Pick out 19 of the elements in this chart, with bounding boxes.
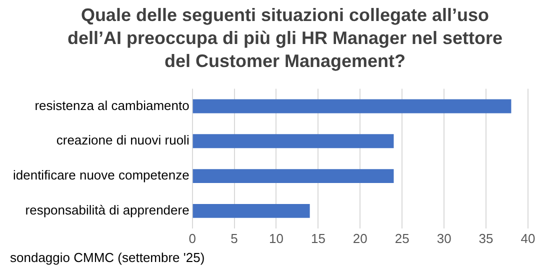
y-tick-label: resistenza al cambiamento — [34, 98, 190, 113]
x-tick-label: 10 — [269, 230, 284, 246]
y-tick-label: responsabilità di apprendere — [25, 202, 190, 218]
x-tick-label: 5 — [230, 230, 238, 246]
chart-title: Quale delle seguenti situazioni collegate all’uso dell’AI preoccupa di più gli HR Manager nel settore del Customer Management? — [66, 4, 504, 73]
bar — [192, 99, 512, 114]
bar — [192, 169, 394, 184]
x-tick-label: 20 — [352, 230, 368, 246]
bar — [192, 134, 394, 148]
text: sondaggio CMMC (settembre '25) — [10, 250, 205, 265]
y-tick-label: creazione di nuovi ruoli — [56, 132, 190, 148]
x-tick-label: 35 — [478, 230, 494, 246]
bar — [192, 204, 310, 218]
x-tick-label: 30 — [436, 230, 452, 246]
x-tick-label: 25 — [394, 230, 410, 246]
x-tick-label: 40 — [520, 230, 536, 246]
y-tick-label: identificare nuove competenze — [12, 168, 190, 183]
x-tick-label: 15 — [310, 230, 326, 246]
x-tick-label: 0 — [188, 230, 196, 246]
